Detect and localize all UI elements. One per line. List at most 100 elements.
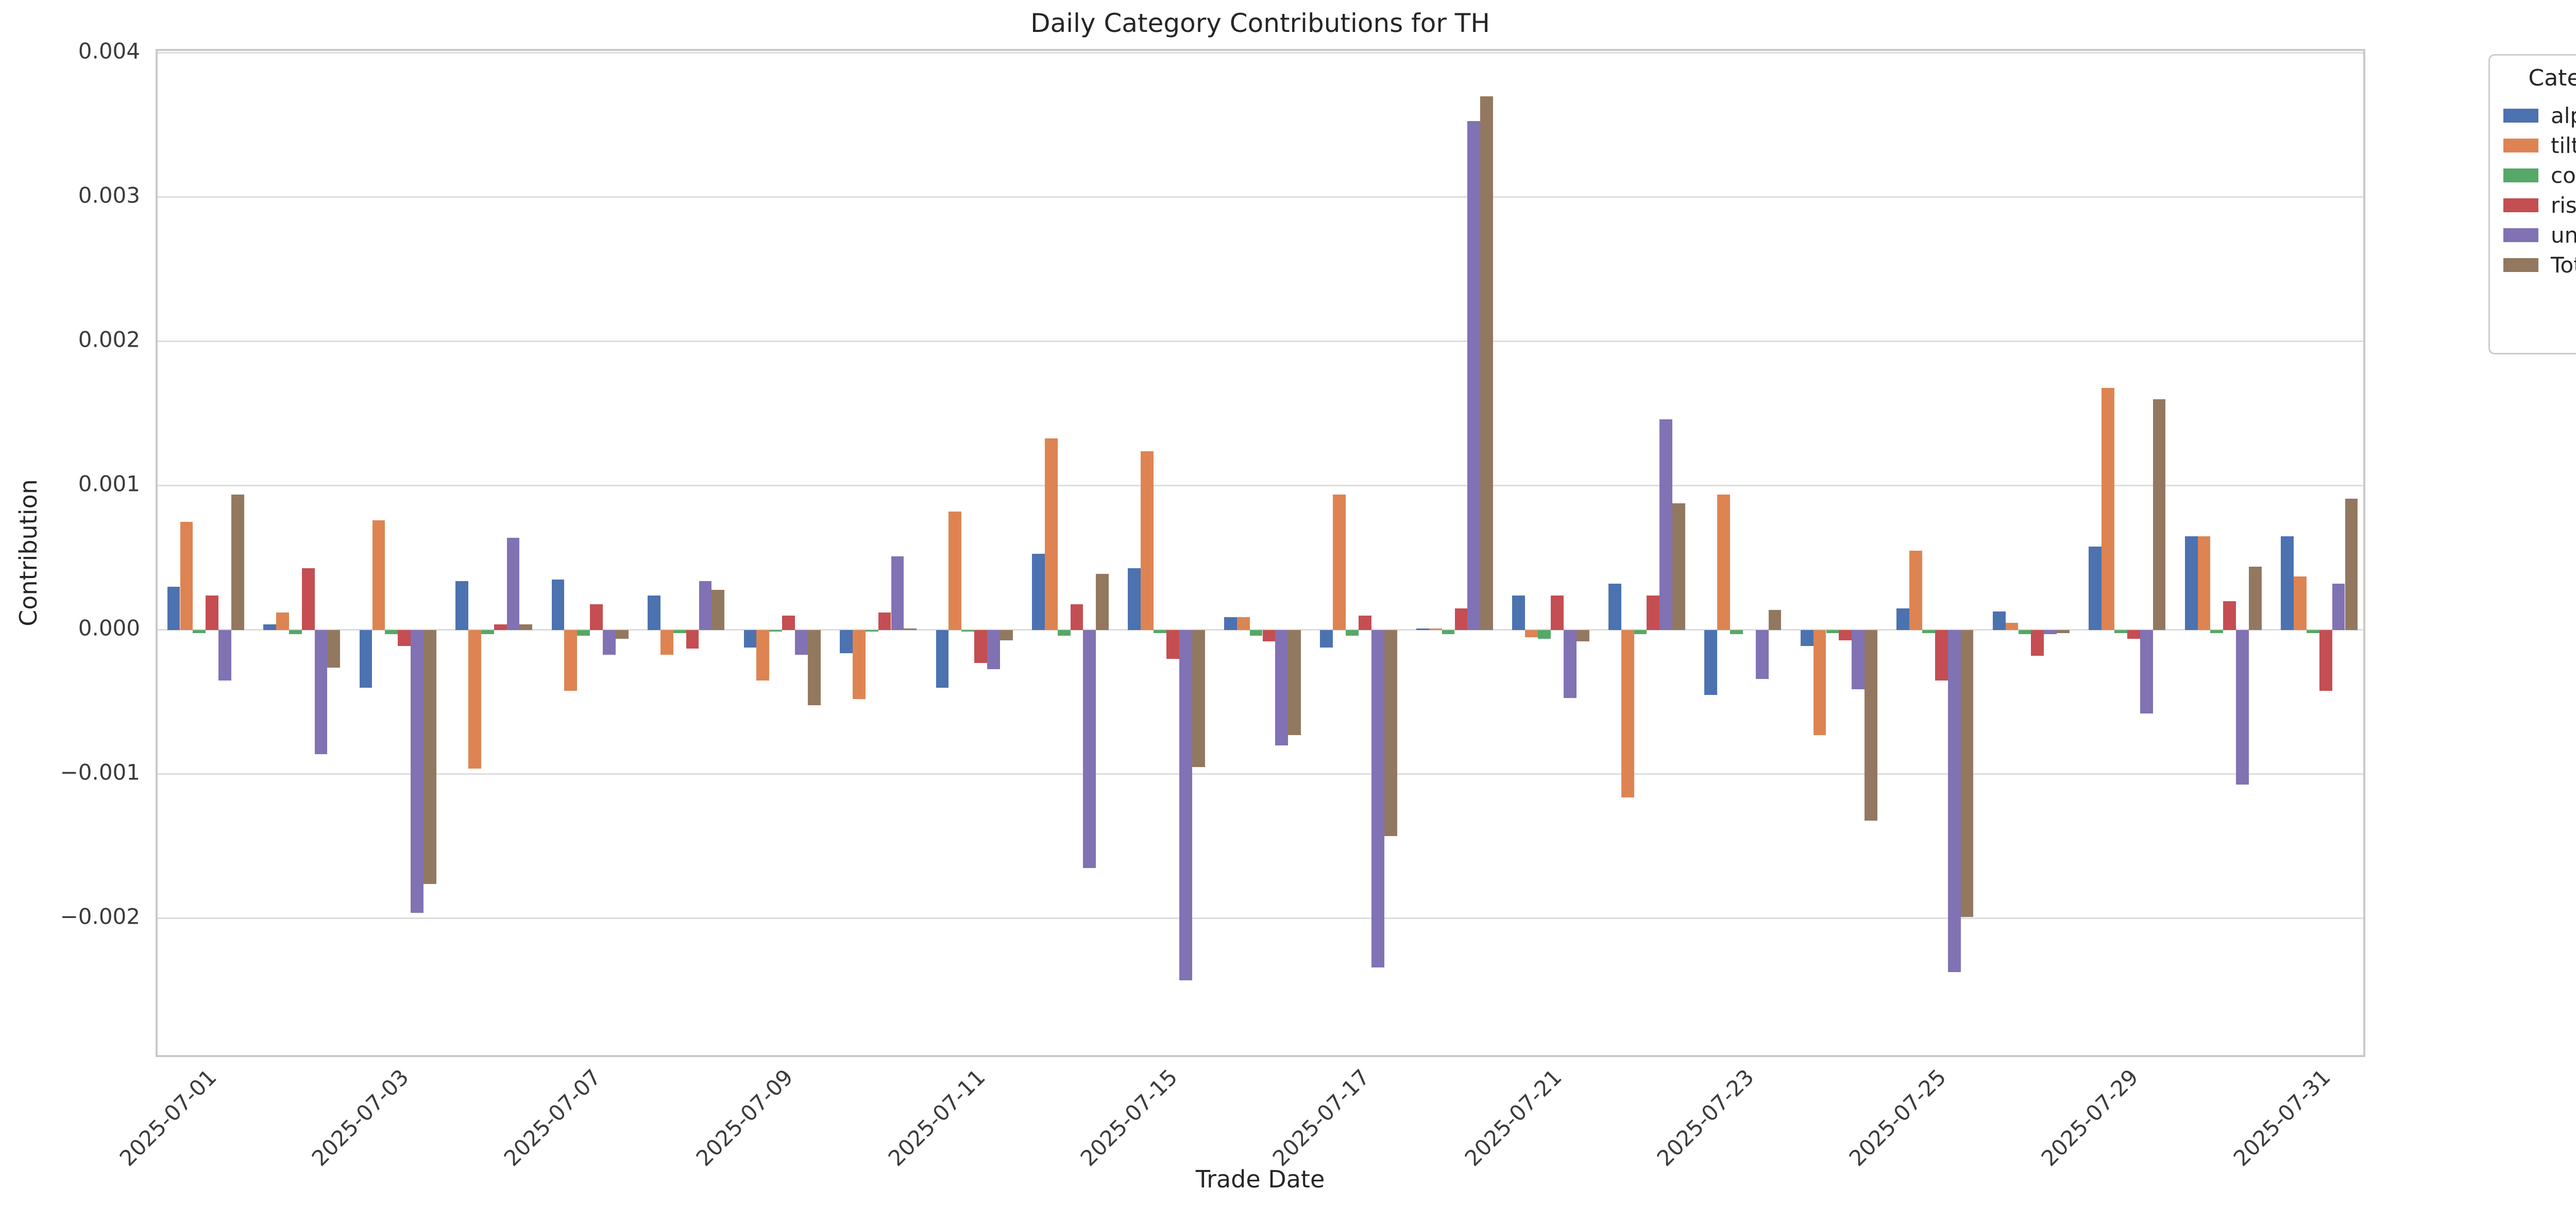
bar-cost-2025-07-16	[1249, 630, 1263, 636]
bar-tilt_total-2025-07-08	[660, 630, 673, 655]
bar-cost-2025-07-25	[1922, 630, 1935, 633]
bar-alpha_total-2025-07-01	[167, 587, 180, 630]
bar-Total-2025-07-29	[2153, 399, 2166, 630]
gridline-0.001	[158, 485, 2363, 487]
bar-tilt_total-2025-07-11	[948, 512, 962, 630]
bar-Total-2025-07-11	[999, 630, 1013, 640]
bar-cost-2025-07-22	[1634, 630, 1647, 635]
bar-risk_exposure-2025-07-25	[1935, 630, 1948, 681]
legend-swatch-cost	[2503, 168, 2538, 182]
bar-unexplained-2025-07-11	[987, 630, 1000, 669]
bar-cost-2025-07-17	[1346, 630, 1359, 636]
y-tick-label: 0.001	[78, 471, 140, 497]
legend-swatch-alpha_total	[2503, 108, 2538, 123]
bar-alpha_total-2025-07-31	[2281, 536, 2294, 630]
bar-tilt_total-2025-07-03	[372, 520, 385, 630]
x-tick-label: 2025-07-29	[2036, 1064, 2143, 1171]
bar-tilt_total-2025-07-10	[852, 630, 866, 700]
bar-unexplained-2025-07-21	[1563, 630, 1577, 698]
bar-unexplained-2025-07-23	[1755, 630, 1769, 679]
bar-risk_exposure-2025-07-03	[398, 630, 411, 646]
legend-swatch-unexplained	[2503, 228, 2538, 242]
bar-Total-2025-07-31	[2345, 499, 2358, 630]
bar-unexplained-2025-07-03	[411, 630, 423, 913]
legend-label: cost	[2551, 162, 2576, 188]
bar-cost-2025-07-07	[577, 630, 590, 636]
x-tick-label: 2025-07-23	[1652, 1064, 1759, 1171]
bar-tilt_total-2025-07-14	[1044, 438, 1058, 630]
bar-alpha_total-2025-07-25	[1896, 608, 1910, 630]
bar-alpha_total-2025-07-18	[1416, 628, 1429, 630]
bar-alpha_total-2025-07-29	[2089, 546, 2102, 630]
bar-unexplained-2025-07-18	[1467, 121, 1481, 630]
legend-item-unexplained: unexplained	[2490, 220, 2576, 250]
bar-tilt_total-2025-07-30	[2197, 536, 2211, 630]
x-tick-label: 2025-07-17	[1267, 1064, 1375, 1171]
legend-item-cost: cost	[2490, 160, 2576, 190]
bar-Total-2025-07-03	[423, 630, 436, 884]
bar-unexplained-2025-07-17	[1371, 630, 1384, 968]
bar-Total-2025-07-10	[904, 628, 917, 630]
x-tick-label: 2025-07-21	[1460, 1064, 1567, 1171]
bar-Total-2025-07-04	[519, 624, 533, 630]
gridline-0.003	[158, 196, 2363, 198]
legend-swatch-tilt_total	[2503, 138, 2538, 152]
bar-alpha_total-2025-07-24	[1800, 630, 1814, 646]
bar-Total-2025-07-01	[231, 494, 244, 630]
bar-unexplained-2025-07-15	[1179, 630, 1192, 981]
bar-risk_exposure-2025-07-29	[2127, 630, 2140, 639]
bar-tilt_total-2025-07-22	[1621, 630, 1634, 797]
bar-alpha_total-2025-07-03	[359, 630, 372, 688]
bar-unexplained-2025-07-04	[506, 537, 520, 630]
legend: Category alpha_total tilt_totalcost risk_e…	[2488, 54, 2576, 354]
bar-unexplained-2025-07-02	[314, 630, 328, 754]
bar-cost-2025-07-03	[385, 630, 398, 635]
x-tick-label: 2025-07-25	[1844, 1064, 1951, 1171]
chart-title: Daily Category Contributions for TH	[1030, 8, 1490, 38]
bar-Total-2025-07-07	[615, 630, 629, 639]
y-tick-label: −0.001	[60, 759, 140, 785]
bar-cost-2025-07-04	[481, 630, 494, 635]
y-tick-label: 0.000	[78, 615, 140, 641]
bar-risk_exposure-2025-07-09	[782, 616, 795, 630]
legend-item-tilt_total: tilt_total	[2490, 130, 2576, 160]
bar-tilt_total-2025-07-17	[1333, 494, 1346, 630]
bar-risk_exposure-2025-07-28	[2031, 630, 2044, 656]
bar-tilt_total-2025-07-23	[1717, 494, 1731, 630]
x-axis-label: Trade Date	[1195, 1165, 1325, 1193]
bar-tilt_total-2025-07-31	[2294, 576, 2307, 630]
legend-items: alpha_total tilt_totalcost risk_exposureun…	[2490, 100, 2576, 280]
y-tick-label: −0.002	[60, 904, 140, 929]
bar-risk_exposure-2025-07-08	[686, 630, 699, 649]
bar-unexplained-2025-07-08	[699, 581, 712, 630]
bar-cost-2025-07-01	[193, 630, 206, 633]
bar-cost-2025-07-14	[1057, 630, 1071, 636]
bar-risk_exposure-2025-07-31	[2319, 630, 2332, 691]
x-tick-label: 2025-07-09	[691, 1064, 798, 1171]
bar-tilt_total-2025-07-02	[276, 613, 289, 630]
bar-alpha_total-2025-07-21	[1512, 595, 1526, 630]
bar-risk_exposure-2025-07-02	[301, 568, 315, 630]
bar-risk_exposure-2025-07-16	[1262, 630, 1276, 642]
y-tick-label: 0.002	[78, 327, 140, 352]
bar-alpha_total-2025-07-14	[1032, 553, 1045, 630]
bar-Total-2025-07-24	[1865, 630, 1877, 821]
bar-cost-2025-07-28	[2018, 630, 2031, 635]
legend-label: tilt_total	[2551, 132, 2576, 158]
bar-tilt_total-2025-07-01	[180, 522, 193, 630]
gridline-0.000	[158, 629, 2363, 631]
bar-tilt_total-2025-07-07	[564, 630, 578, 691]
bar-risk_exposure-2025-07-07	[590, 604, 603, 630]
bar-unexplained-2025-07-22	[1659, 419, 1673, 630]
bar-tilt_total-2025-07-25	[1909, 551, 1922, 630]
legend-label: alpha_total	[2551, 103, 2576, 128]
bar-alpha_total-2025-07-15	[1128, 568, 1141, 630]
gridline-−0.001	[158, 773, 2363, 775]
bar-alpha_total-2025-07-30	[2184, 536, 2198, 630]
bar-cost-2025-07-08	[673, 630, 686, 633]
bar-tilt_total-2025-07-24	[1813, 630, 1826, 736]
bar-risk_exposure-2025-07-18	[1454, 608, 1468, 630]
legend-item-alpha_total: alpha_total	[2490, 100, 2576, 130]
bar-risk_exposure-2025-07-15	[1166, 630, 1179, 659]
bar-unexplained-2025-07-16	[1275, 630, 1289, 745]
